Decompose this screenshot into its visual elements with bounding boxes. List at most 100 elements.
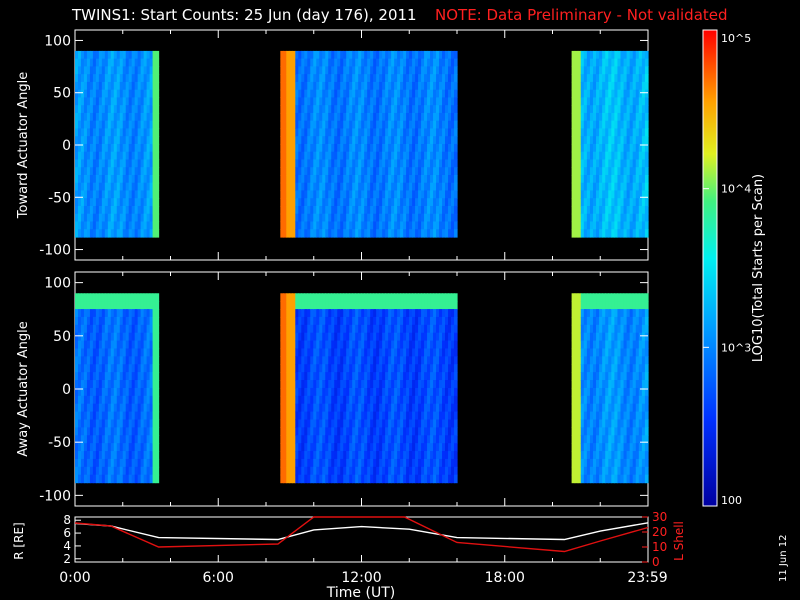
heatmap-cell [409,120,413,130]
heatmap-cell [298,301,302,310]
heatmap-cell [128,348,133,357]
heatmap-cell [412,372,416,381]
heatmap-cell [75,293,79,302]
heatmap-cell [586,340,591,350]
heatmap-cell [131,451,136,460]
heatmap-cell [295,332,299,342]
heatmap-cell [397,190,401,199]
heatmap-cell [592,316,597,326]
heatmap-cell [583,411,588,421]
heatmap-cell [319,435,323,444]
heatmap-cell [86,112,91,122]
heatmap-cell [152,58,157,68]
heatmap-cell [152,466,157,476]
heatmap-cell [334,458,338,468]
heatmap-cell [427,419,431,428]
heatmap-cell [343,324,347,334]
heatmap-cell [418,340,422,350]
heatmap-cell [128,229,133,238]
heatmap-cell [439,182,443,192]
heatmap-cell [415,380,419,389]
heatmap-cell [337,324,341,334]
heatmap-cell [448,403,452,413]
heatmap-cell [400,466,404,476]
heatmap-cell [583,74,588,83]
heatmap-cell [382,332,386,342]
heatmap-cell [113,120,118,130]
heatmap-cell [137,128,142,137]
heatmap-cell [98,58,103,68]
heatmap-cell [400,213,404,223]
heatmap-cell [361,174,365,184]
heatmap-cell [418,221,422,230]
heatmap-cell [436,66,440,75]
heatmap-cell [424,229,428,238]
heatmap-cell [583,293,588,302]
heatmap-cell [113,74,118,83]
heatmap-cell [301,120,305,130]
heatmap-cell [577,466,582,476]
heatmap-cell [442,419,446,428]
heatmap-cell [113,190,118,199]
heatmap-cell [286,403,290,413]
heatmap-cell [152,380,157,389]
heatmap-cell [155,74,160,83]
heatmap-cell [319,81,323,91]
heatmap-cell [137,364,142,373]
heatmap-cell [445,458,449,468]
heatmap-cell [418,427,422,436]
heatmap-cell [286,174,290,184]
heatmap-cell [343,372,347,381]
heatmap-cell [361,387,365,397]
heatmap-cell [433,411,437,421]
heatmap-cell [421,293,425,302]
heatmap-cell [107,466,112,476]
heatmap-cell [340,105,344,114]
heatmap-cell [316,309,320,318]
heatmap-cell [583,348,588,357]
heatmap-cell [89,411,94,421]
heatmap-cell [403,451,407,460]
heatmap-cell [149,419,154,428]
heatmap-cell [599,167,603,176]
heatmap-cell [385,403,389,413]
heatmap-cell [580,120,585,130]
heatmap-cell [298,419,302,428]
heatmap-cell [310,443,314,452]
heatmap-cell [361,340,365,350]
heatmap-cell [292,58,296,68]
heatmap-cell [137,380,142,389]
heatmap-cell [589,435,594,444]
heatmap-cell [589,293,594,302]
heatmap-cell [319,136,323,145]
heatmap-cell [140,221,145,230]
heatmap-cell [358,213,362,223]
heatmap-cell [140,112,145,122]
heatmap-cell [373,97,377,106]
heatmap-cell [370,159,374,168]
heatmap-cell [289,372,293,381]
heatmap-cell [608,97,612,106]
heatmap-cell [577,316,582,326]
heatmap-cell [322,50,326,60]
heatmap-cell [599,89,603,99]
heatmap-cell [589,443,594,452]
heatmap-cell [92,136,97,145]
heatmap-cell [95,427,100,436]
heatmap-cell [589,229,594,238]
heatmap-cell [346,293,350,302]
heatmap-cell [113,167,118,176]
heatmap-cell [388,112,392,122]
heatmap-cell [313,332,317,342]
heatmap-cell [107,105,112,114]
heatmap-cell [412,136,416,145]
heatmap-cell [571,372,576,381]
heatmap-cell [397,332,401,342]
heatmap-cell [125,190,130,199]
heatmap-cell [403,403,407,413]
heatmap-cell [376,128,380,137]
heatmap-cell [580,340,585,350]
heatmap-cell [304,190,308,199]
heatmap-cell [352,356,356,365]
heatmap-cell [289,427,293,436]
